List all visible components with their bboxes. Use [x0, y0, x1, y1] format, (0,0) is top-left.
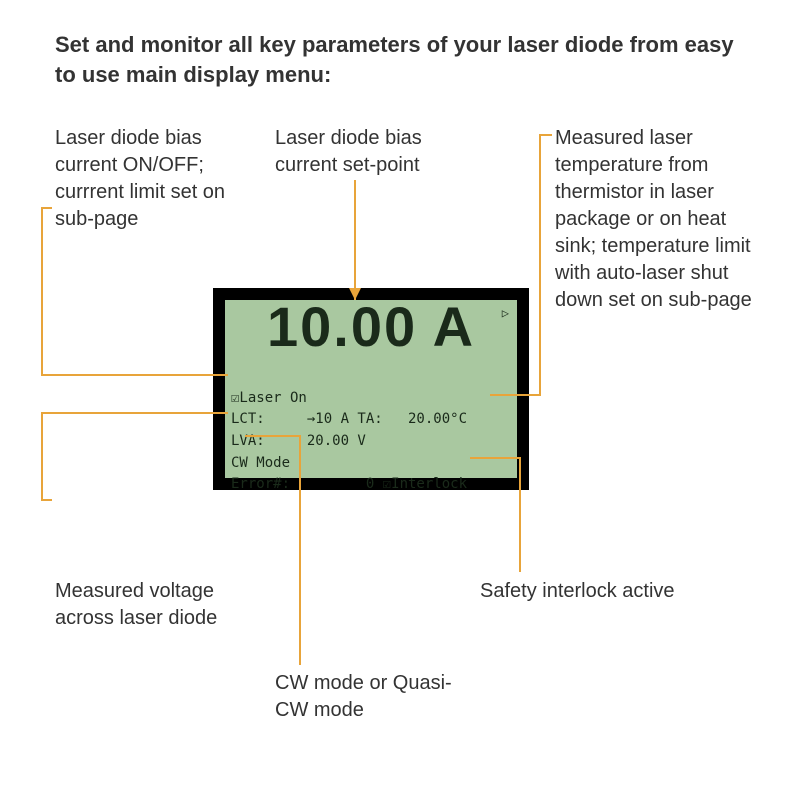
lcd-line-lct-ta: LCT: →10 A TA: 20.00°C — [231, 411, 467, 427]
callout-voltage: Measured voltage across laser diode — [55, 578, 265, 632]
callout-bias-on-off: Laser diode bias current ON/OFF; currren… — [55, 125, 255, 233]
lcd-line-error: Error#: 0 ☑Interlock — [231, 476, 467, 492]
lcd-line-lva: LVA: 20.00 V — [231, 433, 366, 449]
lcd-corner-icon: ▷ — [502, 306, 509, 320]
callout-bias-setpoint: Laser diode bias current set-point — [275, 125, 465, 179]
heading: Set and monitor all key parameters of yo… — [55, 30, 740, 89]
lcd-reading: 10.00 A — [225, 294, 517, 359]
lcd-bezel: 10.00 A ▷ ☑Laser On LCT: →10 A TA: 20.00… — [213, 288, 529, 490]
callout-temperature: Measured laser temperature from thermist… — [555, 125, 765, 314]
lcd-status-lines: ☑Laser On LCT: →10 A TA: 20.00°C LVA: 20… — [231, 366, 511, 518]
callout-interlock: Safety interlock active — [480, 578, 690, 605]
lcd-line-laser-on: ☑Laser On — [231, 390, 307, 406]
lcd-screen: 10.00 A ▷ ☑Laser On LCT: →10 A TA: 20.00… — [225, 300, 517, 478]
lcd-line-cw-mode: CW Mode — [231, 455, 290, 471]
callout-cw-mode: CW mode or Quasi-CW mode — [275, 670, 485, 724]
